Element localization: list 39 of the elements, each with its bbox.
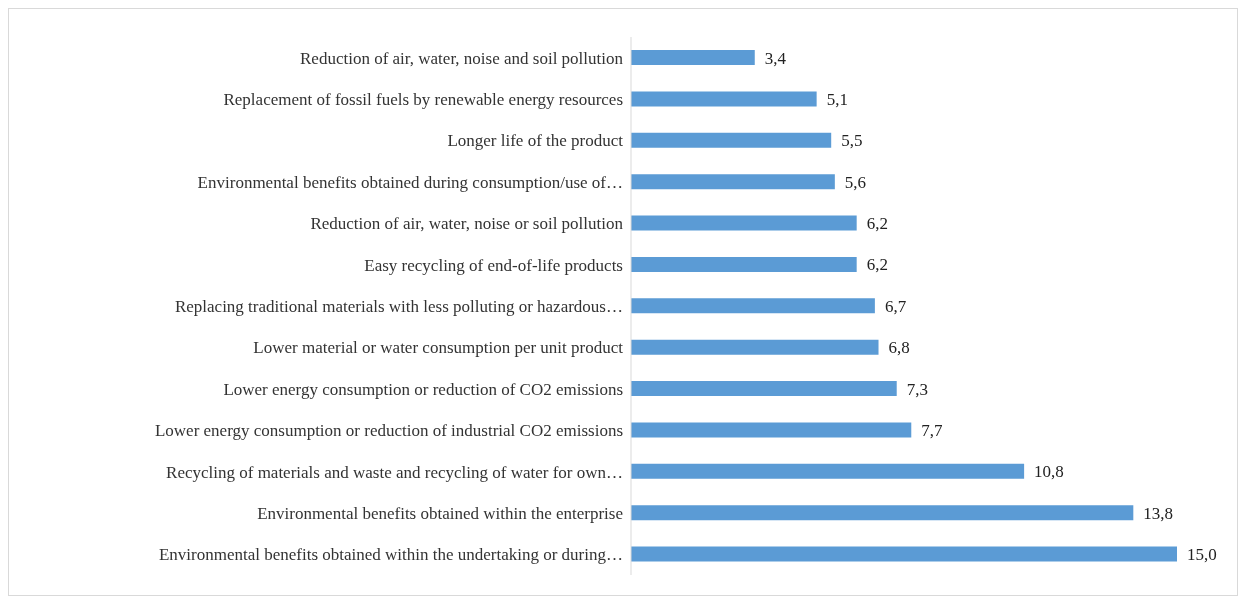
data-label: 13,8 — [1143, 503, 1174, 523]
y-tick-label: Environmental benefits obtained within the undertaking or during… — [158, 545, 623, 565]
data-label: 10,8 — [1034, 462, 1064, 482]
y-tick-label: Longer life of the product — [447, 131, 624, 151]
data-label: 5,5 — [841, 131, 863, 151]
bar — [631, 50, 755, 65]
y-tick-label: Lower energy consumption or reduction of CO2 emissions — [223, 379, 623, 399]
y-tick-label: Environmental benefits obtained during consumption/use of… — [197, 172, 623, 192]
bar — [631, 132, 832, 148]
y-tick-label: Environmental benefits obtained within the enterprise — [257, 503, 623, 523]
y-tick-label: Lower energy consumption or reduction of industrial CO2 emissions — [154, 421, 623, 441]
y-tick-label: Reduction of air, water, noise and soil pollution — [300, 48, 624, 68]
data-label: 6,8 — [888, 338, 910, 358]
bar — [631, 339, 879, 355]
data-label: 5,6 — [844, 172, 867, 192]
y-tick-label: Easy recycling of end-of-life products — [364, 255, 623, 275]
bar — [631, 215, 857, 231]
bar — [631, 546, 1177, 562]
bar — [631, 505, 1134, 521]
y-tick-label: Reduction of air, water, noise or soil pollution — [310, 214, 624, 234]
y-tick-label: Replacement of fossil fuels by renewable energy resources — [223, 90, 623, 110]
data-label: 6,2 — [866, 214, 888, 234]
bar — [631, 256, 857, 272]
data-label: 6,2 — [866, 255, 888, 275]
bar — [631, 381, 897, 397]
data-label: 6,7 — [884, 296, 907, 316]
data-label: 15,0 — [1187, 545, 1217, 565]
data-label: 7,7 — [921, 421, 944, 440]
y-tick-label: Lower material or water consumption per unit product — [253, 338, 624, 358]
y-tick-label: Replacing traditional materials with less polluting or hazardous… — [174, 297, 623, 317]
bar — [631, 298, 875, 314]
y-tick-label: Recycling of materials and waste and recycling of water for own… — [166, 462, 623, 482]
bar — [631, 463, 1025, 479]
bar — [631, 174, 835, 190]
data-label: 5,1 — [826, 89, 848, 109]
bar — [631, 91, 817, 107]
bar — [631, 422, 912, 438]
data-label: 3,4 — [764, 48, 787, 68]
data-label: 7,3 — [906, 379, 928, 399]
